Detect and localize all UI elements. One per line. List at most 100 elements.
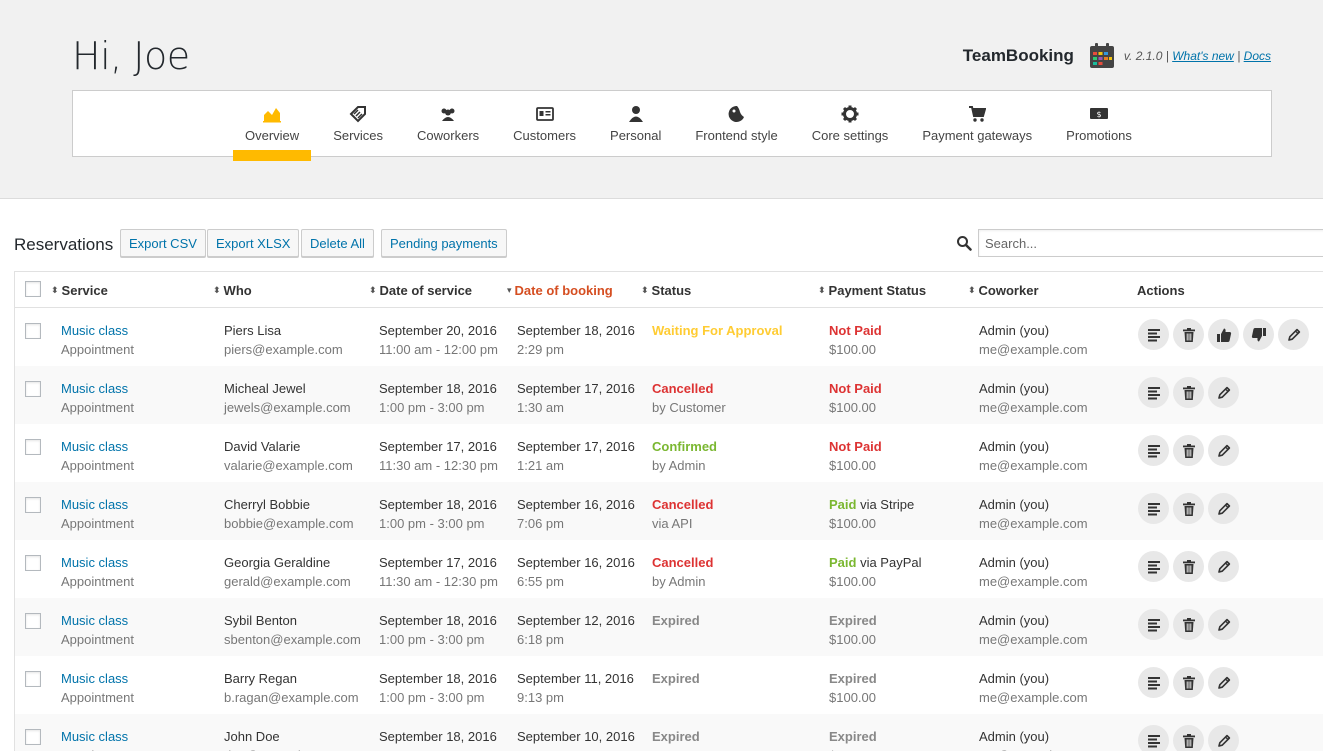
edit-button[interactable] xyxy=(1208,377,1239,408)
brand-block: TeamBooking v. 2.1.0 | What's new | Docs xyxy=(963,42,1271,70)
status-detail: by Customer xyxy=(652,400,726,415)
payment-status: Not Paid xyxy=(829,323,882,338)
delete-button[interactable] xyxy=(1173,551,1204,582)
service-link[interactable]: Music class xyxy=(61,729,129,744)
service-date-cell: September 17, 2016 11:30 am - 12:30 pm xyxy=(379,437,498,475)
details-button[interactable] xyxy=(1138,435,1169,466)
table-row: Music class Appointment David Valarie valar… xyxy=(15,424,1323,482)
row-actions xyxy=(1138,377,1239,408)
coworker-cell: Admin (you) me@example.com xyxy=(979,553,1088,591)
row-checkbox[interactable] xyxy=(25,439,41,455)
status-badge: Cancelled xyxy=(652,555,714,570)
coworker-cell: Admin (you) me@example.com xyxy=(979,437,1088,475)
service-link[interactable]: Music class xyxy=(61,671,129,686)
service-link[interactable]: Music class xyxy=(61,613,129,628)
who-cell: John Doe doe@example.com xyxy=(224,727,336,751)
pending-payments-button[interactable]: Pending payments xyxy=(381,229,507,257)
service-link[interactable]: Music class xyxy=(61,439,129,454)
search-icon xyxy=(956,235,972,251)
details-button[interactable] xyxy=(1138,609,1169,640)
who-cell: Cherryl Bobbie bobbie@example.com xyxy=(224,495,354,533)
service-link[interactable]: Music class xyxy=(61,381,129,396)
column-service[interactable]: ⬍ Service xyxy=(51,283,108,298)
service-link[interactable]: Music class xyxy=(61,323,129,338)
docs-link[interactable]: Docs xyxy=(1243,49,1271,63)
nav-item-frontend-style[interactable]: Frontend style xyxy=(678,91,794,157)
main-nav: Overview Services Coworkers Customers Person… xyxy=(72,90,1272,161)
row-checkbox[interactable] xyxy=(25,381,41,397)
delete-button[interactable] xyxy=(1173,435,1204,466)
nav-item-payment-gateways[interactable]: Payment gateways xyxy=(905,91,1049,157)
whats-new-link[interactable]: What's new xyxy=(1172,49,1234,63)
payment-status: Expired xyxy=(829,671,877,686)
booking-date-cell: September 18, 2016 2:29 pm xyxy=(517,321,635,359)
payment-status: Expired xyxy=(829,613,877,628)
column-who[interactable]: ⬍ Who xyxy=(213,283,252,298)
row-checkbox[interactable] xyxy=(25,323,41,339)
service-link[interactable]: Music class xyxy=(61,497,129,512)
palette-icon xyxy=(728,105,746,123)
edit-button[interactable] xyxy=(1208,609,1239,640)
payment-cell: Expired $100.00 xyxy=(829,611,877,649)
delete-all-button[interactable]: Delete All xyxy=(301,229,374,257)
edit-button[interactable] xyxy=(1278,319,1309,350)
details-button[interactable] xyxy=(1138,551,1169,582)
reservations-toolbar: Reservations Export CSV Export XLSX Dele… xyxy=(14,229,1323,257)
export-csv-button[interactable]: Export CSV xyxy=(120,229,206,257)
edit-button[interactable] xyxy=(1208,435,1239,466)
trash-icon xyxy=(1181,617,1197,633)
service-cell: Music class Appointment xyxy=(61,379,134,417)
details-button[interactable] xyxy=(1138,725,1169,751)
export-xlsx-button[interactable]: Export XLSX xyxy=(207,229,300,257)
booking-time: 1:21 am xyxy=(517,458,564,473)
column-status[interactable]: ⬍ Status xyxy=(641,283,692,298)
nav-item-services[interactable]: Services xyxy=(316,91,400,157)
nav-item-coworkers[interactable]: Coworkers xyxy=(400,91,496,157)
table-row: Music class Appointment Barry Regan b.ragan… xyxy=(15,656,1323,714)
row-checkbox[interactable] xyxy=(25,671,41,687)
trash-icon xyxy=(1181,501,1197,517)
row-checkbox[interactable] xyxy=(25,555,41,571)
details-button[interactable] xyxy=(1138,667,1169,698)
delete-button[interactable] xyxy=(1173,493,1204,524)
column-date-of-service[interactable]: ⬍ Date of service xyxy=(369,283,473,298)
edit-button[interactable] xyxy=(1208,725,1239,751)
trash-icon xyxy=(1181,443,1197,459)
details-button[interactable] xyxy=(1138,377,1169,408)
nav-item-promotions[interactable]: $ Promotions xyxy=(1049,91,1149,157)
service-link[interactable]: Music class xyxy=(61,555,129,570)
status-badge: Cancelled xyxy=(652,381,714,396)
delete-button[interactable] xyxy=(1173,377,1204,408)
reject-button[interactable] xyxy=(1243,319,1274,350)
nav-item-personal[interactable]: Personal xyxy=(593,91,678,157)
delete-button[interactable] xyxy=(1173,667,1204,698)
search-input[interactable] xyxy=(978,229,1323,257)
edit-button[interactable] xyxy=(1208,667,1239,698)
coworker-cell: Admin (you) me@example.com xyxy=(979,611,1088,649)
details-button[interactable] xyxy=(1138,319,1169,350)
select-all-checkbox[interactable] xyxy=(25,281,41,297)
column-coworker[interactable]: ⬍ Coworker xyxy=(968,283,1039,298)
row-checkbox[interactable] xyxy=(25,613,41,629)
details-button[interactable] xyxy=(1138,493,1169,524)
coworker-email: me@example.com xyxy=(979,342,1088,357)
row-checkbox[interactable] xyxy=(25,729,41,745)
column-date-of-booking[interactable]: ▾ Date of booking xyxy=(507,283,613,298)
column-payment-status[interactable]: ⬍ Payment Status xyxy=(818,283,927,298)
payment-amount: $100.00 xyxy=(829,690,876,705)
customer-email: sbenton@example.com xyxy=(224,632,361,647)
nav-item-core-settings[interactable]: Core settings xyxy=(795,91,906,157)
service-cell: Music class Appointment xyxy=(61,495,134,533)
table-row: Music class Appointment John Doe doe@exampl… xyxy=(15,714,1323,751)
nav-item-customers[interactable]: Customers xyxy=(496,91,593,157)
payment-cell: Expired $100.00 xyxy=(829,669,877,707)
edit-button[interactable] xyxy=(1208,493,1239,524)
nav-item-overview[interactable]: Overview xyxy=(228,91,316,161)
coworker-name: Admin (you) xyxy=(979,671,1050,686)
delete-button[interactable] xyxy=(1173,609,1204,640)
edit-button[interactable] xyxy=(1208,551,1239,582)
row-checkbox[interactable] xyxy=(25,497,41,513)
delete-button[interactable] xyxy=(1173,319,1204,350)
delete-button[interactable] xyxy=(1173,725,1204,751)
approve-button[interactable] xyxy=(1208,319,1239,350)
